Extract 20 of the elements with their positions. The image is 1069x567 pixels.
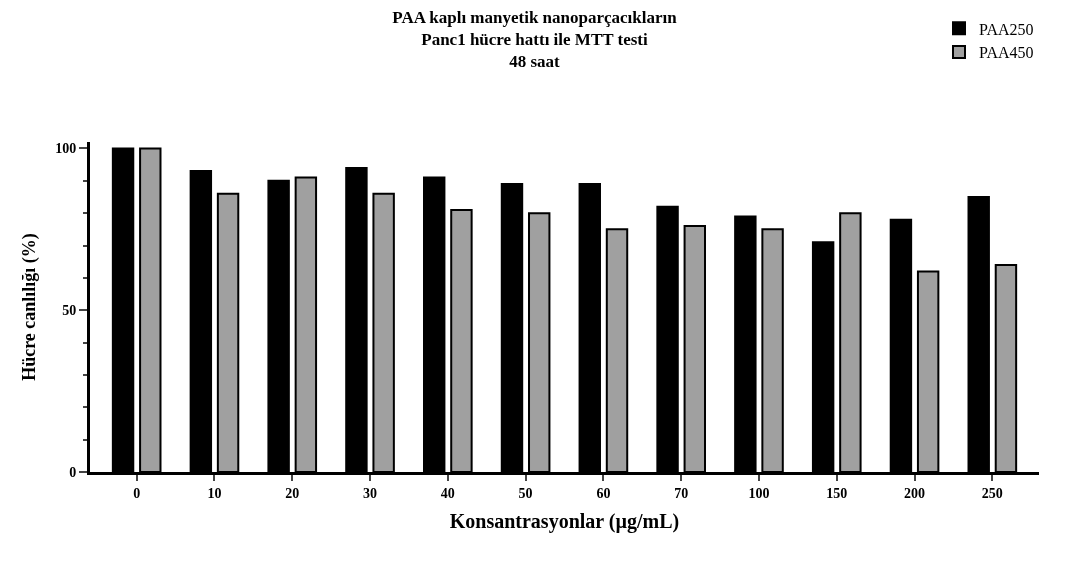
x-tick-label: 60 [596,485,611,501]
y-axis-title: Hücre canlılığı (%) [19,233,41,381]
x-tick-label: 250 [981,485,1003,501]
x-tick-label: 150 [826,485,848,501]
x-tick-label: 40 [440,485,455,501]
x-tick-label: 200 [904,485,926,501]
y-tick-label: 100 [55,141,77,157]
x-tick-label: 50 [518,485,533,501]
x-tick-label: 20 [285,485,300,501]
y-tick-label: 50 [62,303,77,319]
x-tick-label: 100 [748,485,770,501]
x-tick-label: 10 [207,485,222,501]
legend-label: PAA250 [979,20,1034,38]
x-tick-label: 0 [133,485,141,501]
x-axis-title: Konsantrasyonlar (µg/mL) [449,510,680,534]
y-tick-label: 0 [69,464,77,480]
legend-label: PAA450 [979,44,1034,62]
x-tick-label: 30 [363,485,378,501]
chart-title: PAA kaplı manyetik nanoparçacıkların Panc1 hücre hattı ile MTT testi 48 saat [392,7,678,71]
x-tick-label: 70 [674,485,689,501]
